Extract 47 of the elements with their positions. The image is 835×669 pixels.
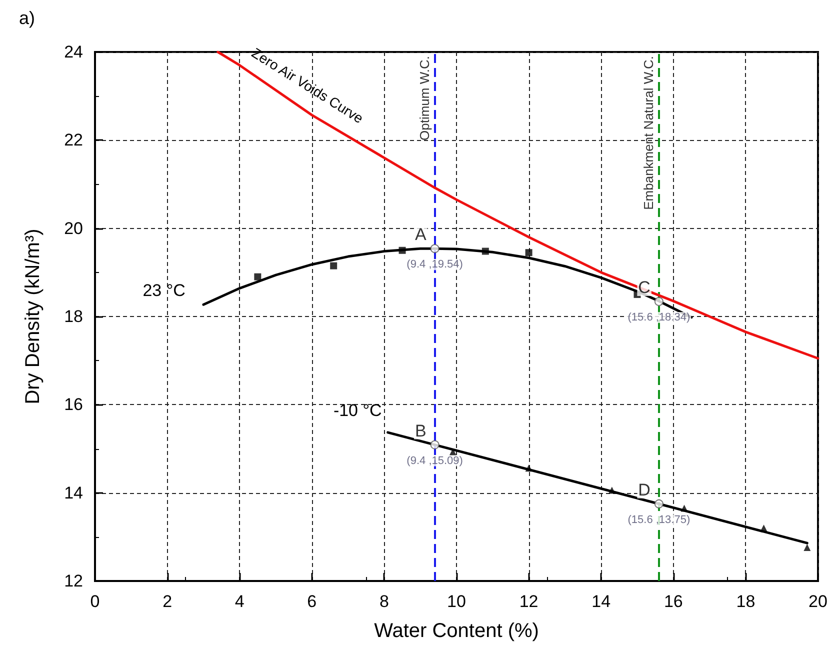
annotation: B bbox=[414, 421, 426, 440]
data-label: (9.4 ,15.09) bbox=[406, 454, 463, 467]
point bbox=[430, 440, 440, 450]
ref-line-label: Optimum W.C. bbox=[416, 56, 432, 141]
x-tick-label: 10 bbox=[447, 592, 466, 611]
x-tick-label: 14 bbox=[592, 592, 611, 611]
ref-line-label: Embankment Natural W.C. bbox=[640, 56, 656, 210]
y-tick-label: 20 bbox=[64, 218, 83, 238]
series-label: -10 °C bbox=[333, 400, 382, 420]
y-tick-label: 16 bbox=[64, 395, 83, 414]
point bbox=[654, 499, 664, 508]
point bbox=[330, 262, 338, 270]
chart-title: a) bbox=[19, 8, 36, 28]
annotation: C bbox=[638, 278, 650, 298]
y-tick-label: 14 bbox=[64, 483, 83, 502]
x-tick-label: 12 bbox=[519, 592, 538, 611]
x-tick-label: 2 bbox=[162, 592, 172, 611]
data-label: (15.6 ,18.34) bbox=[628, 312, 690, 324]
point bbox=[760, 524, 768, 532]
y-axis-title: Dry Density (kN/m³) bbox=[22, 228, 44, 404]
point bbox=[482, 248, 489, 255]
annotation: D bbox=[638, 480, 650, 500]
x-tick-label: 0 bbox=[90, 592, 100, 611]
y-tick-label: 12 bbox=[64, 572, 83, 590]
point bbox=[804, 544, 811, 551]
x-tick-label: 18 bbox=[736, 592, 756, 611]
point bbox=[254, 273, 262, 280]
point bbox=[654, 297, 664, 306]
point bbox=[525, 249, 532, 256]
data-label: (15.6 ,13.75) bbox=[628, 514, 690, 526]
x-tick-label: 4 bbox=[234, 592, 244, 611]
data-label: (9.4 ,19.54) bbox=[406, 258, 463, 271]
x-axis-title: Water Content (%) bbox=[374, 620, 539, 642]
y-tick-label: 24 bbox=[64, 42, 83, 62]
x-tick-label: 6 bbox=[307, 592, 317, 611]
point bbox=[525, 464, 532, 472]
x-tick-label: 8 bbox=[379, 592, 389, 611]
point bbox=[398, 246, 406, 254]
point bbox=[430, 244, 440, 254]
point bbox=[680, 504, 688, 512]
series-label: 23 °C bbox=[142, 281, 186, 300]
annotation: A bbox=[414, 225, 427, 244]
y-tick-label: 18 bbox=[64, 307, 83, 326]
x-tick-label: 16 bbox=[664, 592, 683, 611]
x-tick-label: 20 bbox=[808, 592, 828, 611]
point bbox=[608, 486, 616, 494]
y-tick-label: 22 bbox=[64, 130, 83, 150]
